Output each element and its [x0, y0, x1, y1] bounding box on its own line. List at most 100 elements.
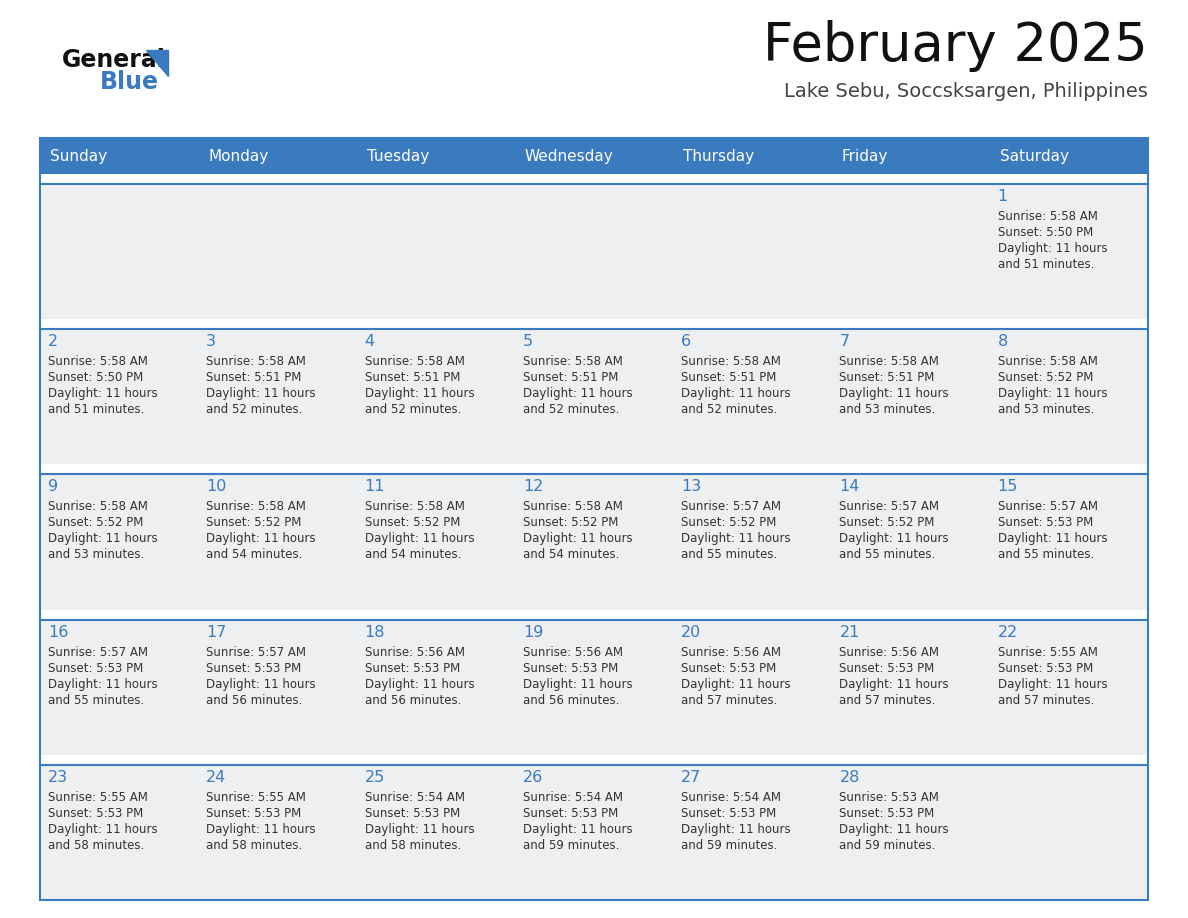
- Text: Sunset: 5:53 PM: Sunset: 5:53 PM: [681, 807, 777, 820]
- Polygon shape: [146, 50, 168, 76]
- Text: and 58 minutes.: and 58 minutes.: [48, 839, 144, 852]
- Text: and 55 minutes.: and 55 minutes.: [48, 694, 144, 707]
- Text: 20: 20: [681, 624, 701, 640]
- Text: Daylight: 11 hours: Daylight: 11 hours: [207, 387, 316, 400]
- Text: 15: 15: [998, 479, 1018, 495]
- Text: and 55 minutes.: and 55 minutes.: [681, 548, 777, 562]
- Text: Sunset: 5:53 PM: Sunset: 5:53 PM: [998, 517, 1093, 530]
- Text: 2: 2: [48, 334, 58, 349]
- Text: and 52 minutes.: and 52 minutes.: [523, 403, 619, 416]
- Text: 14: 14: [840, 479, 860, 495]
- Text: Daylight: 11 hours: Daylight: 11 hours: [523, 532, 632, 545]
- Text: 16: 16: [48, 624, 69, 640]
- Text: Sunset: 5:53 PM: Sunset: 5:53 PM: [207, 807, 302, 820]
- Text: 3: 3: [207, 334, 216, 349]
- Text: and 51 minutes.: and 51 minutes.: [998, 258, 1094, 271]
- Text: February 2025: February 2025: [763, 20, 1148, 72]
- Bar: [990, 475, 1148, 610]
- Text: Wednesday: Wednesday: [525, 149, 614, 163]
- Bar: [356, 765, 514, 900]
- Text: 24: 24: [207, 770, 227, 785]
- Text: 12: 12: [523, 479, 543, 495]
- Text: 26: 26: [523, 770, 543, 785]
- Text: and 57 minutes.: and 57 minutes.: [840, 694, 936, 707]
- Text: Sunrise: 5:58 AM: Sunrise: 5:58 AM: [207, 355, 307, 368]
- Text: Blue: Blue: [100, 70, 159, 94]
- Bar: [198, 330, 356, 465]
- Bar: [356, 475, 514, 610]
- Text: Sunrise: 5:58 AM: Sunrise: 5:58 AM: [523, 355, 623, 368]
- Text: Daylight: 11 hours: Daylight: 11 hours: [48, 532, 158, 545]
- Text: 13: 13: [681, 479, 701, 495]
- Text: Daylight: 11 hours: Daylight: 11 hours: [48, 387, 158, 400]
- Bar: [356, 138, 514, 174]
- Text: 5: 5: [523, 334, 533, 349]
- Text: Sunset: 5:53 PM: Sunset: 5:53 PM: [365, 807, 460, 820]
- Bar: [40, 184, 198, 319]
- Text: Sunset: 5:52 PM: Sunset: 5:52 PM: [207, 517, 302, 530]
- Text: Sunrise: 5:54 AM: Sunrise: 5:54 AM: [681, 790, 782, 804]
- Text: General: General: [62, 48, 166, 72]
- Bar: [514, 330, 674, 465]
- Text: Sunrise: 5:57 AM: Sunrise: 5:57 AM: [840, 500, 940, 513]
- Text: Sunrise: 5:58 AM: Sunrise: 5:58 AM: [365, 500, 465, 513]
- Bar: [514, 765, 674, 900]
- Bar: [40, 330, 198, 465]
- Bar: [832, 765, 990, 900]
- Bar: [674, 330, 832, 465]
- Text: Daylight: 11 hours: Daylight: 11 hours: [365, 532, 474, 545]
- Text: 10: 10: [207, 479, 227, 495]
- Bar: [514, 475, 674, 610]
- Text: Sunset: 5:53 PM: Sunset: 5:53 PM: [998, 662, 1093, 675]
- Text: 19: 19: [523, 624, 543, 640]
- Text: and 58 minutes.: and 58 minutes.: [365, 839, 461, 852]
- Text: 11: 11: [365, 479, 385, 495]
- Text: Sunrise: 5:57 AM: Sunrise: 5:57 AM: [48, 645, 148, 658]
- Text: Sunrise: 5:58 AM: Sunrise: 5:58 AM: [365, 355, 465, 368]
- Bar: [674, 475, 832, 610]
- Text: Sunset: 5:51 PM: Sunset: 5:51 PM: [681, 371, 777, 385]
- Text: Sunset: 5:51 PM: Sunset: 5:51 PM: [365, 371, 460, 385]
- Text: Daylight: 11 hours: Daylight: 11 hours: [681, 677, 791, 690]
- Text: and 56 minutes.: and 56 minutes.: [523, 694, 619, 707]
- Bar: [990, 620, 1148, 755]
- Text: and 52 minutes.: and 52 minutes.: [365, 403, 461, 416]
- Text: Daylight: 11 hours: Daylight: 11 hours: [523, 677, 632, 690]
- Text: 1: 1: [998, 189, 1007, 204]
- Text: Sunset: 5:53 PM: Sunset: 5:53 PM: [840, 807, 935, 820]
- Bar: [40, 138, 198, 174]
- Text: Sunrise: 5:58 AM: Sunrise: 5:58 AM: [48, 500, 147, 513]
- Text: Tuesday: Tuesday: [367, 149, 429, 163]
- Text: Daylight: 11 hours: Daylight: 11 hours: [207, 677, 316, 690]
- Text: Sunset: 5:51 PM: Sunset: 5:51 PM: [840, 371, 935, 385]
- Bar: [674, 184, 832, 319]
- Text: Daylight: 11 hours: Daylight: 11 hours: [998, 242, 1107, 255]
- Text: 23: 23: [48, 770, 68, 785]
- Text: Sunrise: 5:53 AM: Sunrise: 5:53 AM: [840, 790, 940, 804]
- Bar: [40, 765, 198, 900]
- Text: Daylight: 11 hours: Daylight: 11 hours: [998, 677, 1107, 690]
- Text: Sunset: 5:52 PM: Sunset: 5:52 PM: [998, 371, 1093, 385]
- Text: and 58 minutes.: and 58 minutes.: [207, 839, 303, 852]
- Text: Sunrise: 5:58 AM: Sunrise: 5:58 AM: [681, 355, 781, 368]
- Text: 9: 9: [48, 479, 58, 495]
- Text: Daylight: 11 hours: Daylight: 11 hours: [998, 532, 1107, 545]
- Bar: [198, 184, 356, 319]
- Text: Sunset: 5:52 PM: Sunset: 5:52 PM: [681, 517, 777, 530]
- Text: Sunset: 5:52 PM: Sunset: 5:52 PM: [523, 517, 618, 530]
- Bar: [990, 138, 1148, 174]
- Bar: [198, 620, 356, 755]
- Text: Sunrise: 5:58 AM: Sunrise: 5:58 AM: [998, 355, 1098, 368]
- Bar: [990, 330, 1148, 465]
- Text: Sunrise: 5:54 AM: Sunrise: 5:54 AM: [523, 790, 623, 804]
- Text: Sunset: 5:53 PM: Sunset: 5:53 PM: [48, 662, 144, 675]
- Text: Sunrise: 5:57 AM: Sunrise: 5:57 AM: [681, 500, 782, 513]
- Text: Sunrise: 5:57 AM: Sunrise: 5:57 AM: [998, 500, 1098, 513]
- Bar: [356, 620, 514, 755]
- Text: Sunset: 5:53 PM: Sunset: 5:53 PM: [681, 662, 777, 675]
- Text: Daylight: 11 hours: Daylight: 11 hours: [207, 823, 316, 835]
- Bar: [990, 765, 1148, 900]
- Text: Daylight: 11 hours: Daylight: 11 hours: [523, 387, 632, 400]
- Bar: [674, 620, 832, 755]
- Text: Sunset: 5:53 PM: Sunset: 5:53 PM: [365, 662, 460, 675]
